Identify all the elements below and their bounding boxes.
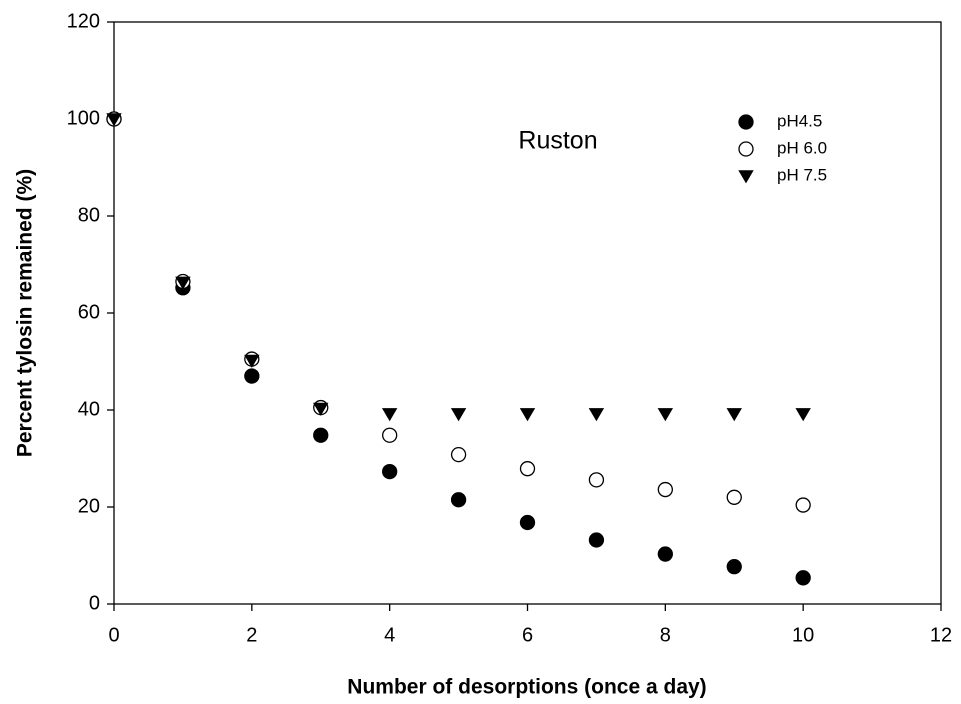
legend-label: pH4.5 [777, 111, 822, 130]
marker [588, 532, 605, 548]
marker [450, 408, 467, 422]
x-tick-label: 2 [246, 624, 257, 646]
x-tick-label: 10 [792, 624, 814, 646]
marker [795, 570, 811, 586]
marker [726, 559, 742, 575]
marker [313, 427, 329, 443]
marker [726, 408, 742, 422]
x-axis-title: Number of desorptions (once a day) [347, 676, 706, 699]
marker [244, 354, 260, 368]
marker [450, 492, 467, 508]
legend-marker [738, 114, 754, 130]
x-tick-label: 12 [930, 624, 952, 646]
x-tick-label: 6 [522, 624, 533, 646]
y-tick-label: 100 [67, 107, 100, 129]
y-axis-title: Percent tylosin remained (%) [14, 169, 37, 457]
marker [657, 546, 673, 562]
marker [106, 113, 122, 127]
legend-marker [738, 141, 754, 157]
marker [519, 514, 536, 531]
marker [795, 408, 811, 422]
legend-marker [738, 170, 754, 184]
legend-label: pH 6.0 [777, 138, 827, 157]
marker [519, 408, 536, 422]
marker [382, 427, 398, 443]
x-tick-label: 8 [660, 624, 671, 646]
marker [519, 461, 536, 477]
marker [244, 368, 260, 384]
marker [795, 497, 811, 513]
x-tick-label: 4 [384, 624, 395, 646]
marker [381, 408, 398, 422]
x-tick-label: 0 [108, 624, 119, 646]
marker [657, 408, 674, 422]
y-tick-label: 40 [78, 398, 100, 420]
y-tick-label: 0 [89, 592, 100, 614]
y-tick-label: 120 [67, 10, 100, 32]
marker [382, 463, 398, 480]
y-tick-label: 80 [78, 204, 100, 226]
marker [313, 402, 329, 416]
marker [588, 408, 605, 422]
marker [588, 472, 605, 488]
annotation: Ruston [518, 127, 597, 155]
y-tick-label: 60 [78, 301, 100, 323]
marker [450, 446, 467, 463]
marker [726, 489, 742, 505]
marker [175, 276, 191, 290]
marker [657, 481, 673, 498]
y-tick-label: 20 [78, 495, 100, 517]
legend-label: pH 7.5 [777, 165, 827, 184]
